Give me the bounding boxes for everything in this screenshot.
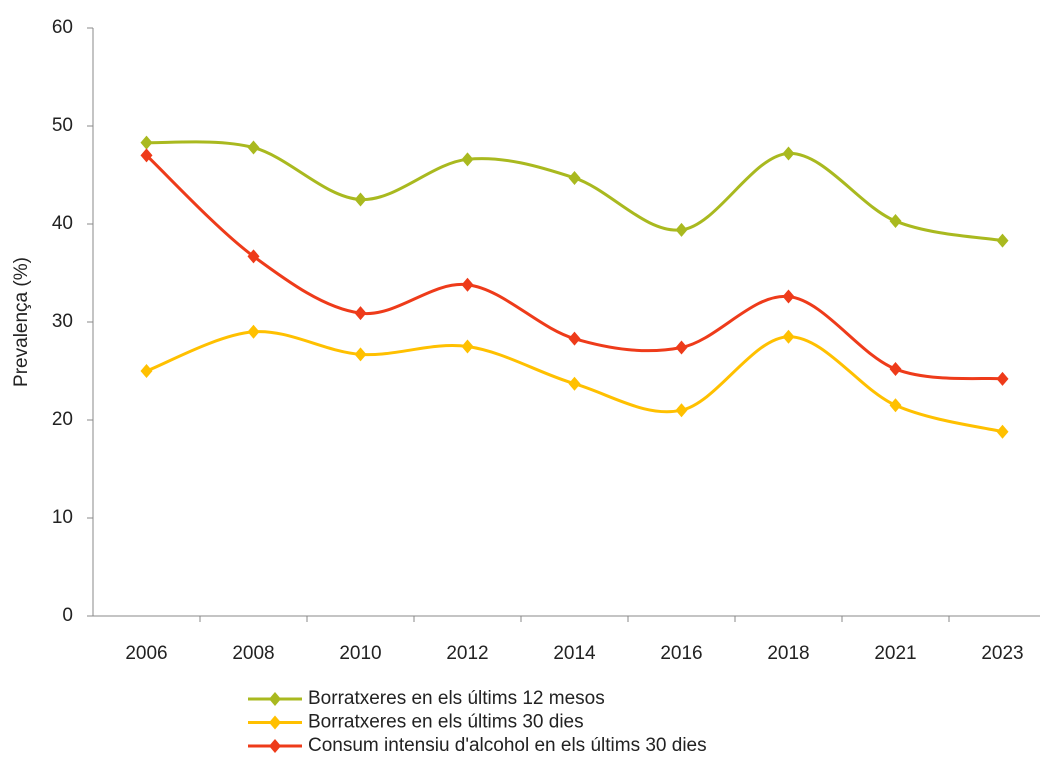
y-tick-label: 20 <box>52 409 73 430</box>
x-tick-label: 2016 <box>660 643 702 664</box>
series-line <box>145 330 1003 434</box>
x-tick-label: 2021 <box>874 643 916 664</box>
marker <box>996 424 1009 439</box>
marker <box>461 152 474 167</box>
legend-label: Consum intensiu d'alcohol en els últims … <box>308 735 707 756</box>
marker <box>247 140 260 155</box>
marker <box>782 329 795 344</box>
y-tick-label: 60 <box>52 17 73 38</box>
y-tick-label: 50 <box>52 115 73 136</box>
marker <box>140 135 153 150</box>
marker <box>996 233 1009 248</box>
y-tick-label: 10 <box>52 507 73 528</box>
marker <box>996 371 1009 386</box>
marker <box>140 148 153 163</box>
x-tick-label: 2006 <box>125 643 167 664</box>
marker <box>568 331 581 346</box>
marker <box>889 362 902 377</box>
x-tick-label: 2018 <box>767 643 809 664</box>
marker <box>461 339 474 354</box>
marker <box>354 192 367 207</box>
marker <box>889 398 902 413</box>
marker <box>782 289 795 304</box>
legend-marker <box>269 715 281 730</box>
marker <box>247 249 260 264</box>
marker <box>461 277 474 292</box>
marker <box>889 214 902 229</box>
x-tick-label: 2010 <box>339 643 381 664</box>
marker <box>354 347 367 362</box>
y-tick-label: 30 <box>52 311 73 332</box>
marker <box>675 222 688 237</box>
marker <box>568 170 581 185</box>
legend-label: Borratxeres en els últims 30 dies <box>308 712 584 733</box>
legend-marker <box>269 692 281 706</box>
y-tick-label: 0 <box>62 605 73 626</box>
x-tick-label: 2014 <box>553 643 596 664</box>
marker <box>675 403 688 418</box>
marker <box>782 146 795 161</box>
y-tick-label: 40 <box>52 213 73 234</box>
marker <box>568 376 581 391</box>
marker <box>675 340 688 355</box>
y-axis-label: Prevalença (%) <box>11 257 32 387</box>
legend-marker <box>269 739 281 753</box>
x-tick-label: 2012 <box>446 643 488 664</box>
marker <box>247 324 260 339</box>
series-line <box>146 140 1003 243</box>
legend-label: Borratxeres en els últims 12 mesos <box>308 688 605 709</box>
marker <box>354 306 367 321</box>
x-tick-label: 2008 <box>232 643 274 664</box>
marker <box>140 364 153 378</box>
x-tick-label: 2023 <box>981 643 1023 664</box>
